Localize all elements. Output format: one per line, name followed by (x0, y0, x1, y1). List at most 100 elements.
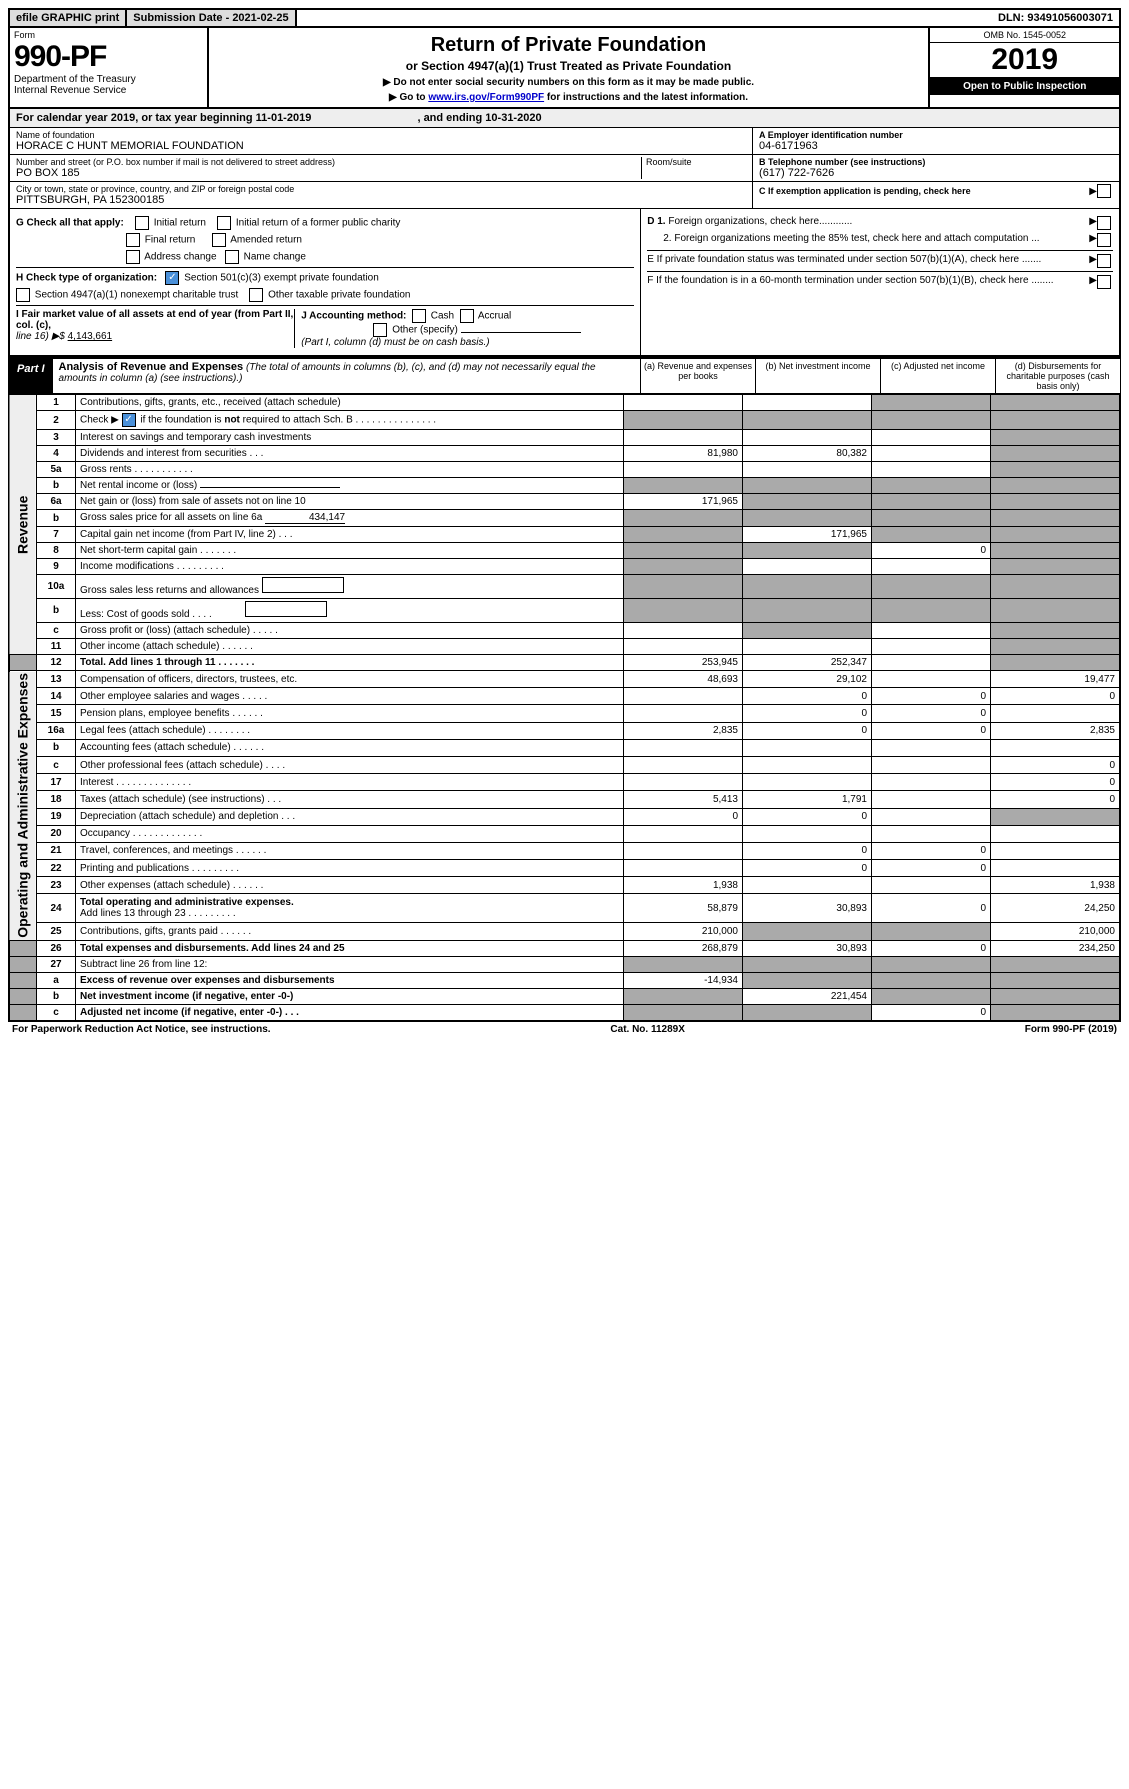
tax-year: 2019 (930, 43, 1119, 78)
d2-checkbox[interactable] (1097, 233, 1111, 247)
f-label: F If the foundation is in a 60-month ter… (647, 275, 1089, 289)
row27a-desc: Excess of revenue over expenses and disb… (76, 972, 624, 988)
f-checkbox[interactable] (1097, 275, 1111, 289)
foundation-info: Name of foundation HORACE C HUNT MEMORIA… (8, 128, 1121, 209)
j3-label: Other (specify) (392, 325, 458, 336)
row12-desc: Total. Add lines 1 through 11 . . . . . … (76, 655, 624, 671)
r12a-val: 253,945 (624, 655, 743, 671)
r22c-val: 0 (872, 860, 991, 877)
r4b-val: 80,382 (743, 446, 872, 462)
accrual-checkbox[interactable] (460, 309, 474, 323)
r13a-val: 48,693 (624, 671, 743, 688)
calendar-year-row: For calendar year 2019, or tax year begi… (8, 109, 1121, 128)
r19a-val: 0 (624, 808, 743, 825)
dept-line2: Internal Revenue Service (14, 85, 203, 96)
row2-desc: Check ▶ if the foundation is not require… (76, 411, 624, 430)
d2-label: 2. Foreign organizations meeting the 85%… (663, 233, 1089, 247)
e-checkbox[interactable] (1097, 254, 1111, 268)
footer-mid: Cat. No. 11289X (610, 1024, 684, 1035)
ein-label: A Employer identification number (759, 130, 1113, 140)
check-section: G Check all that apply: Initial return I… (8, 209, 1121, 357)
g-label: G Check all that apply: (16, 218, 124, 229)
initial-return-checkbox[interactable] (135, 216, 149, 230)
other-taxable-checkbox[interactable] (249, 288, 263, 302)
irs-link[interactable]: www.irs.gov/Form990PF (428, 92, 544, 103)
r19b-val: 0 (743, 808, 872, 825)
r26d-val: 234,250 (991, 940, 1121, 956)
r18d-val: 0 (991, 791, 1121, 808)
address-change-checkbox[interactable] (126, 250, 140, 264)
j2-label: Accrual (478, 311, 511, 322)
col-b-header: (b) Net investment income (755, 359, 880, 393)
r24b-val: 30,893 (743, 894, 872, 923)
addr-label: Number and street (or P.O. box number if… (16, 157, 641, 167)
row6a-desc: Net gain or (loss) from sale of assets n… (76, 494, 624, 510)
row25-desc: Contributions, gifts, grants paid . . . … (76, 923, 624, 940)
r13d-val: 19,477 (991, 671, 1121, 688)
name-label: Name of foundation (16, 130, 746, 140)
line16-pre: line 16) ▶$ (16, 331, 68, 342)
r4a-val: 81,980 (624, 446, 743, 462)
e-label: E If private foundation status was termi… (647, 254, 1089, 268)
col-a-header: (a) Revenue and expenses per books (640, 359, 755, 393)
row10c-desc: Gross profit or (loss) (attach schedule)… (76, 623, 624, 639)
g1-label: Initial return (154, 218, 206, 229)
g6-label: Name change (244, 252, 306, 263)
4947-checkbox[interactable] (16, 288, 30, 302)
form-subtitle: or Section 4947(a)(1) Trust Treated as P… (213, 59, 925, 73)
row27c-desc: Adjusted net income (if negative, enter … (76, 1004, 624, 1021)
submission-date: Submission Date - 2021-02-25 (127, 10, 296, 26)
r26a-val: 268,879 (624, 940, 743, 956)
pending-checkbox[interactable] (1097, 184, 1111, 198)
501c3-checkbox[interactable] (165, 271, 179, 285)
form-title: Return of Private Foundation (213, 34, 925, 57)
r24c-val: 0 (872, 894, 991, 923)
row11-desc: Other income (attach schedule) . . . . .… (76, 639, 624, 655)
row10a-desc: Gross sales less returns and allowances (76, 575, 624, 599)
h1-label: Section 501(c)(3) exempt private foundat… (184, 273, 379, 284)
row8-desc: Net short-term capital gain . . . . . . … (76, 543, 624, 559)
row6b-desc: Gross sales price for all assets on line… (76, 510, 624, 527)
d1-checkbox[interactable] (1097, 216, 1111, 230)
dln-label: DLN: 93491056003071 (992, 10, 1119, 26)
r16aa-val: 2,835 (624, 722, 743, 739)
r18b-val: 1,791 (743, 791, 872, 808)
row9-desc: Income modifications . . . . . . . . . (76, 559, 624, 575)
row5a-desc: Gross rents . . . . . . . . . . . (76, 462, 624, 478)
revenue-side-label: Revenue (9, 395, 37, 655)
final-return-checkbox[interactable] (126, 233, 140, 247)
name-change-checkbox[interactable] (225, 250, 239, 264)
row22-desc: Printing and publications . . . . . . . … (76, 860, 624, 877)
other-method-checkbox[interactable] (373, 323, 387, 337)
amended-checkbox[interactable] (212, 233, 226, 247)
g5-label: Address change (144, 252, 216, 263)
phone-label: B Telephone number (see instructions) (759, 157, 1113, 167)
j1-label: Cash (431, 311, 454, 322)
row14-desc: Other employee salaries and wages . . . … (76, 688, 624, 705)
r26c-val: 0 (872, 940, 991, 956)
efile-button[interactable]: efile GRAPHIC print (10, 10, 127, 26)
j-note: (Part I, column (d) must be on cash basi… (301, 337, 489, 348)
row16b-desc: Accounting fees (attach schedule) . . . … (76, 739, 624, 756)
form-number: 990-PF (14, 40, 203, 74)
initial-former-checkbox[interactable] (217, 216, 231, 230)
cal-pre: For calendar year 2019, or tax year begi… (16, 112, 256, 124)
schb-checkbox[interactable] (122, 413, 136, 427)
goto-pre: ▶ Go to (389, 92, 428, 103)
row20-desc: Occupancy . . . . . . . . . . . . . (76, 825, 624, 842)
r27aa-val: -14,934 (624, 972, 743, 988)
city-label: City or town, state or province, country… (16, 184, 746, 194)
dept-line1: Department of the Treasury (14, 74, 203, 85)
h3-label: Other taxable private foundation (268, 290, 410, 301)
cash-checkbox[interactable] (412, 309, 426, 323)
row27-desc: Subtract line 26 from line 12: (76, 956, 624, 972)
foundation-city: PITTSBURGH, PA 152300185 (16, 194, 746, 206)
r12b-val: 252,347 (743, 655, 872, 671)
row13-desc: Compensation of officers, directors, tru… (76, 671, 624, 688)
footer-left: For Paperwork Reduction Act Notice, see … (12, 1024, 271, 1035)
r25d-val: 210,000 (991, 923, 1121, 940)
row17-desc: Interest . . . . . . . . . . . . . . (76, 774, 624, 791)
i-label: I Fair market value of all assets at end… (16, 309, 293, 331)
row16c-desc: Other professional fees (attach schedule… (76, 756, 624, 773)
r16ac-val: 0 (872, 722, 991, 739)
